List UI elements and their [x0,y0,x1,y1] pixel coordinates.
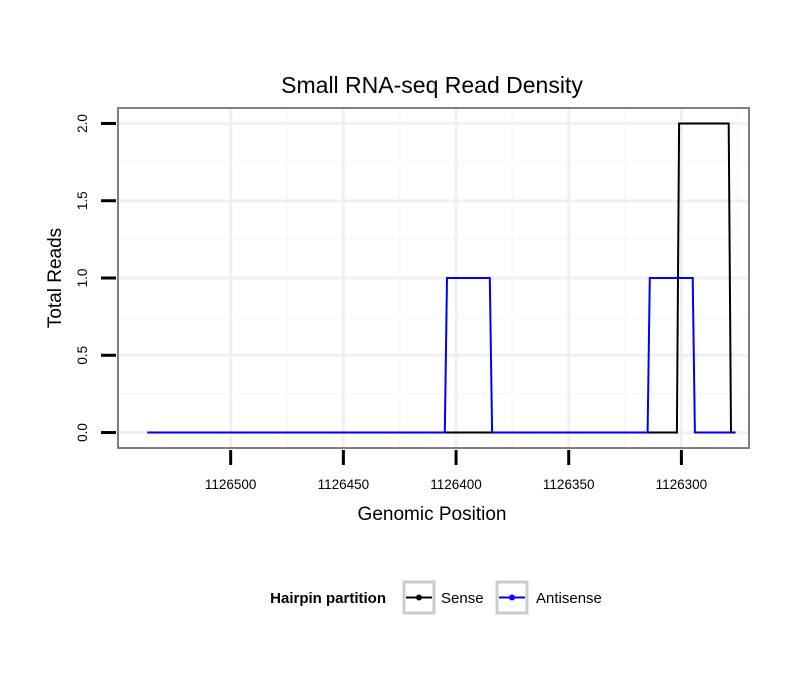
legend-key-sense-point [416,594,422,601]
y-axis: 0.0 0.5 1.0 1.5 2.0 [75,114,116,442]
legend-title: Hairpin partition [270,590,386,607]
series-layer [147,122,736,434]
x-tick-label: 1126450 [318,477,370,492]
y-tick-label: 2.0 [75,114,90,133]
x-tick-label: 1126300 [656,477,708,492]
x-tick-label: 1126350 [543,477,595,492]
y-tick-label: 0.5 [75,346,90,365]
y-tick-label: 0.0 [75,423,90,442]
plot-border [117,107,750,449]
grid [118,108,749,448]
legend-key-antisense-point [509,594,515,601]
series-line-antisense [147,277,734,434]
y-axis-title: Total Reads [45,228,66,328]
legend: Hairpin partition Sense Antisense [270,580,602,615]
chart-title: Small RNA-seq Read Density [281,72,583,98]
x-tick-label: 1126500 [205,477,257,492]
y-tick-label: 1.0 [75,269,90,288]
x-axis: 1126500 1126450 1126400 1126350 1126300 [205,450,707,492]
x-tick-label: 1126400 [430,477,482,492]
y-tick-label: 1.5 [75,191,90,210]
legend-label-antisense: Antisense [536,590,602,607]
x-axis-title: Genomic Position [358,504,507,525]
legend-label-sense: Sense [441,590,484,607]
